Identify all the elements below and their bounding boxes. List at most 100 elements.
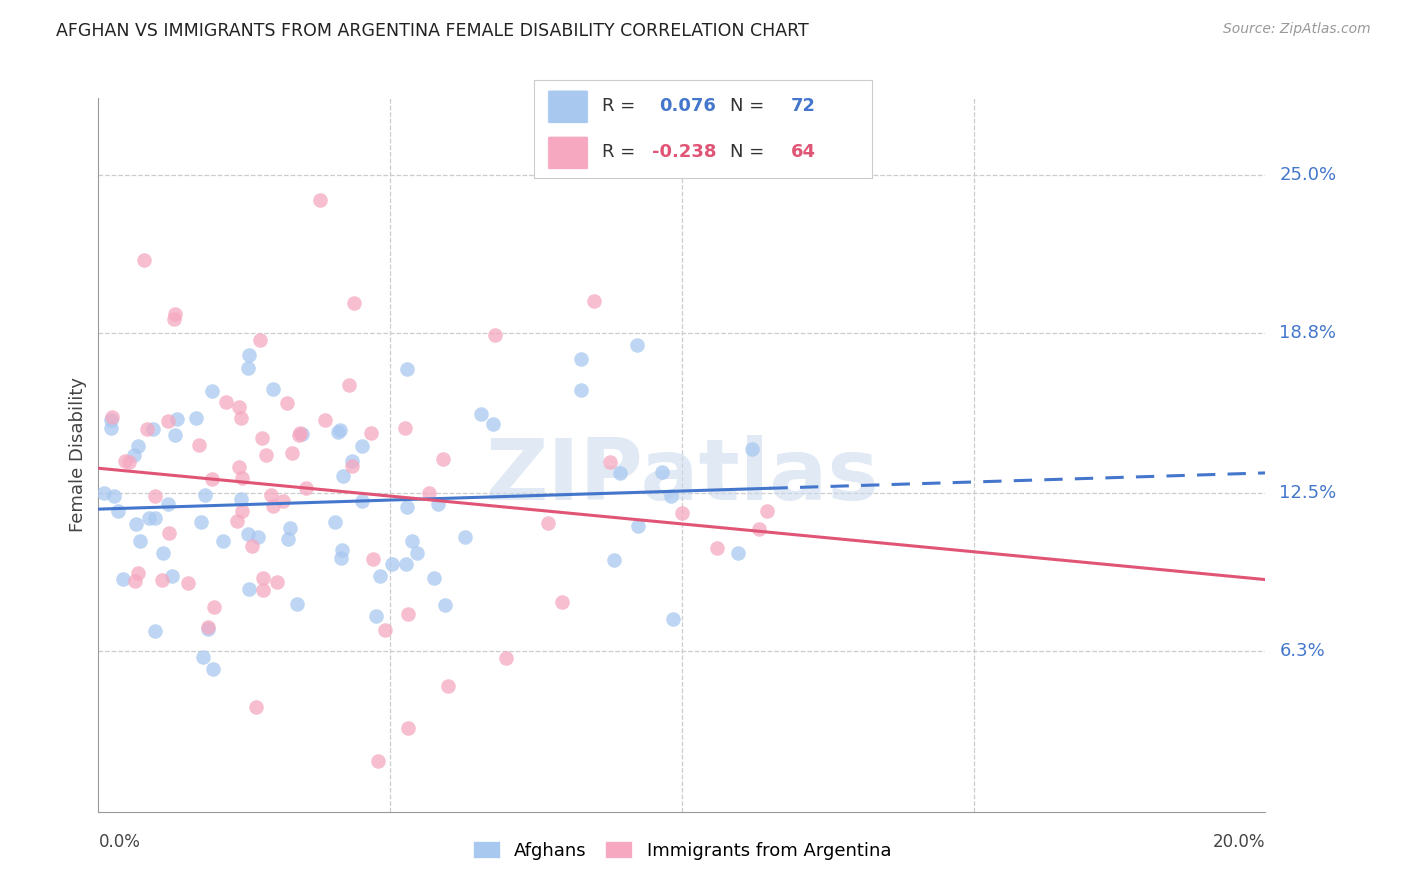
Point bbox=[418, 486, 440, 500]
Y-axis label: Female Disability: Female Disability bbox=[69, 377, 87, 533]
Point bbox=[184, 410, 207, 425]
Point bbox=[756, 503, 779, 517]
Point bbox=[659, 490, 682, 504]
Point bbox=[484, 328, 506, 343]
Point bbox=[262, 499, 284, 513]
Text: -0.238: -0.238 bbox=[652, 143, 717, 161]
Point bbox=[250, 431, 273, 445]
Point bbox=[363, 552, 385, 566]
Point bbox=[396, 607, 419, 622]
Point bbox=[204, 599, 226, 614]
Point bbox=[364, 608, 387, 623]
Point bbox=[288, 428, 311, 442]
Point bbox=[238, 348, 260, 362]
Point bbox=[201, 662, 224, 676]
Point bbox=[194, 488, 217, 502]
Point bbox=[163, 312, 186, 326]
Text: 18.8%: 18.8% bbox=[1279, 324, 1336, 342]
Point bbox=[156, 414, 179, 428]
Point bbox=[470, 407, 492, 421]
Point bbox=[245, 699, 267, 714]
Point bbox=[662, 611, 685, 625]
Point bbox=[536, 516, 558, 531]
Point bbox=[228, 400, 250, 414]
Point bbox=[276, 396, 298, 410]
Point bbox=[626, 338, 648, 352]
Point bbox=[201, 472, 224, 486]
Point bbox=[332, 468, 354, 483]
Point bbox=[138, 510, 160, 524]
Point bbox=[271, 494, 294, 508]
Point bbox=[215, 394, 238, 409]
Text: 25.0%: 25.0% bbox=[1279, 166, 1337, 184]
Point bbox=[157, 497, 180, 511]
Point bbox=[225, 515, 247, 529]
Point bbox=[247, 530, 270, 544]
Text: 6.3%: 6.3% bbox=[1279, 642, 1324, 660]
Point bbox=[231, 504, 253, 518]
Point bbox=[100, 421, 122, 435]
Point bbox=[236, 361, 259, 376]
Point bbox=[128, 534, 150, 549]
Point bbox=[266, 574, 288, 589]
Point bbox=[309, 193, 332, 207]
Point bbox=[291, 426, 314, 441]
Point bbox=[212, 534, 235, 549]
Point bbox=[395, 557, 418, 571]
Point bbox=[122, 448, 145, 462]
Point bbox=[295, 481, 318, 495]
Point bbox=[342, 454, 364, 468]
Point bbox=[187, 438, 209, 452]
Point bbox=[231, 410, 253, 425]
Point bbox=[367, 754, 389, 768]
Point bbox=[381, 557, 404, 571]
Point bbox=[609, 467, 631, 481]
Point bbox=[143, 511, 166, 525]
Point bbox=[157, 526, 180, 541]
Point bbox=[101, 410, 124, 425]
Point bbox=[343, 295, 366, 310]
Point bbox=[748, 522, 770, 536]
Text: AFGHAN VS IMMIGRANTS FROM ARGENTINA FEMALE DISABILITY CORRELATION CHART: AFGHAN VS IMMIGRANTS FROM ARGENTINA FEMA… bbox=[56, 22, 808, 40]
Point bbox=[240, 539, 263, 553]
Text: R =: R = bbox=[602, 97, 641, 115]
Point bbox=[406, 545, 429, 559]
Point bbox=[249, 333, 271, 347]
Point bbox=[263, 382, 285, 396]
Point bbox=[395, 500, 418, 514]
Legend: Afghans, Immigrants from Argentina: Afghans, Immigrants from Argentina bbox=[465, 834, 898, 867]
Point bbox=[165, 307, 187, 321]
Point bbox=[238, 582, 260, 596]
Point bbox=[332, 542, 354, 557]
Text: 0.076: 0.076 bbox=[659, 97, 716, 115]
Point bbox=[288, 425, 311, 440]
Point bbox=[163, 428, 186, 442]
Point bbox=[603, 553, 626, 567]
Point bbox=[329, 551, 352, 566]
Text: 64: 64 bbox=[790, 143, 815, 161]
Point bbox=[127, 439, 149, 453]
Point bbox=[281, 446, 304, 460]
Text: 12.5%: 12.5% bbox=[1279, 484, 1337, 502]
Point bbox=[481, 417, 503, 431]
Point bbox=[100, 413, 122, 427]
Text: 0.0%: 0.0% bbox=[98, 833, 141, 851]
Point bbox=[423, 571, 446, 585]
Point bbox=[329, 423, 352, 437]
Point bbox=[627, 519, 650, 533]
Point bbox=[111, 572, 134, 586]
Point bbox=[368, 569, 391, 583]
Point bbox=[107, 504, 129, 518]
FancyBboxPatch shape bbox=[548, 90, 588, 123]
Point bbox=[277, 532, 299, 546]
Text: R =: R = bbox=[602, 143, 641, 161]
Point bbox=[193, 650, 215, 665]
Point bbox=[228, 460, 250, 475]
Point bbox=[201, 384, 224, 398]
Point bbox=[651, 465, 673, 479]
Point bbox=[337, 378, 360, 392]
Point bbox=[437, 679, 460, 693]
Point bbox=[135, 422, 157, 436]
Point bbox=[433, 598, 456, 612]
Point bbox=[252, 571, 274, 585]
